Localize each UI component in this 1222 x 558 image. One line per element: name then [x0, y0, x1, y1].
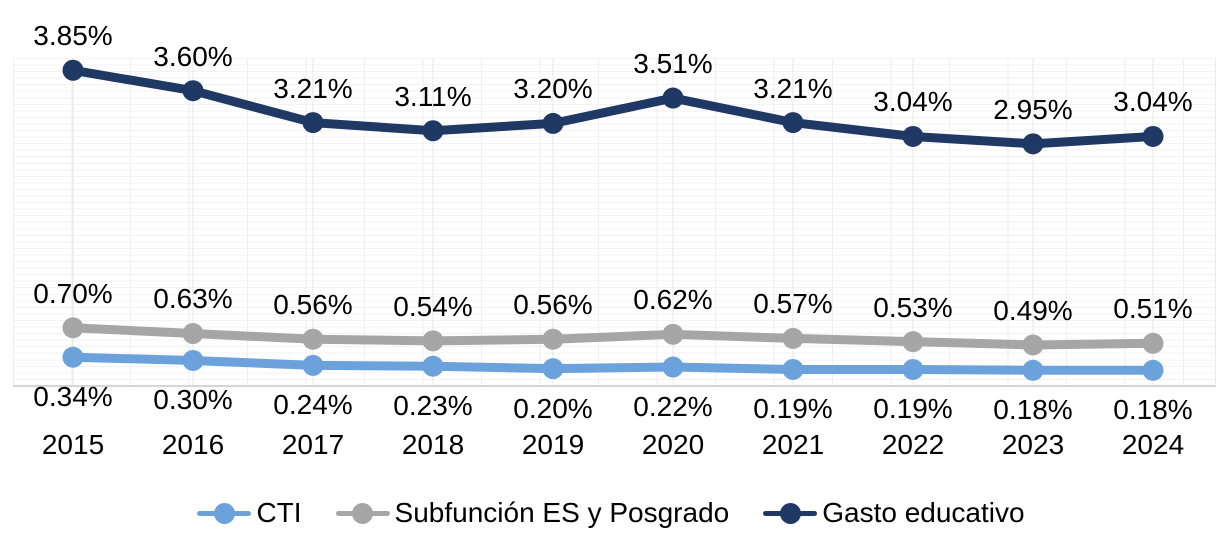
marker-cti-2015 — [62, 346, 84, 368]
legend-item-cti: CTI — [197, 497, 302, 528]
series-line-gasto-educativo — [68, 65, 1158, 149]
data-label-subfuncion-es-y-posgrado-2016: 0.63% — [153, 283, 233, 315]
data-label-cti-2015: 0.34% — [33, 381, 113, 413]
marker-cti-2016 — [182, 349, 204, 371]
x-tick-2019: 2019 — [521, 429, 585, 460]
marker-subfuncion-es-y-posgrado-2022 — [902, 331, 924, 353]
x-tick-2017: 2017 — [281, 429, 345, 460]
marker-subfuncion-es-y-posgrado-2024 — [1142, 332, 1164, 354]
marker-gasto-educativo-2020 — [662, 87, 684, 109]
data-label-cti-2017: 0.24% — [273, 389, 353, 421]
marker-subfuncion-es-y-posgrado-2018 — [422, 330, 444, 352]
data-label-cti-2020: 0.22% — [633, 391, 713, 422]
plot-area: 0.34% 0.30% 0.24% 0.23% 0.20% 0.22% 0.19% 0.19%… — [13, 22, 1216, 424]
data-label-subfuncion-es-y-posgrado-2017: 0.56% — [273, 289, 353, 321]
legend-dot-icon — [779, 502, 801, 524]
data-label-gasto-educativo-2016: 3.60% — [153, 40, 233, 72]
marker-gasto-educativo-2022 — [902, 125, 924, 147]
marker-cti-2018 — [422, 355, 444, 377]
x-tick-2021: 2021 — [761, 429, 825, 460]
legend-label-cti: CTI — [256, 497, 302, 528]
chart-canvas — [62, 58, 1164, 385]
marker-cti-2022 — [902, 358, 924, 380]
marker-subfuncion-es-y-posgrado-2021 — [782, 327, 804, 349]
data-label-gasto-educativo-2023: 2.95% — [993, 93, 1073, 125]
legend-dot-icon — [352, 502, 374, 524]
x-tick-2020: 2020 — [641, 429, 705, 460]
x-tick-2022: 2022 — [881, 429, 945, 460]
marker-gasto-educativo-2015 — [62, 59, 84, 81]
legend-dot-icon — [213, 502, 235, 524]
marker-subfuncion-es-y-posgrado-2015 — [62, 317, 84, 339]
marker-cti-2017 — [302, 354, 324, 376]
data-label-cti-2023: 0.18% — [993, 394, 1073, 426]
data-label-gasto-educativo-2022: 3.04% — [873, 86, 953, 118]
marker-subfuncion-es-y-posgrado-2020 — [662, 323, 684, 345]
data-label-gasto-educativo-2019: 3.20% — [513, 73, 593, 105]
marker-subfuncion-es-y-posgrado-2023 — [1022, 334, 1044, 356]
data-label-cti-2016: 0.30% — [153, 384, 233, 416]
data-label-gasto-educativo-2017: 3.21% — [273, 72, 353, 104]
marker-subfuncion-es-y-posgrado-2019 — [542, 328, 564, 350]
data-label-subfuncion-es-y-posgrado-2021: 0.57% — [753, 288, 833, 320]
legend-label-gasto-educativo: Gasto educativo — [822, 497, 1025, 528]
data-label-gasto-educativo-2018: 3.11% — [394, 80, 472, 112]
marker-cti-2021 — [782, 358, 804, 380]
marker-gasto-educativo-2024 — [1142, 125, 1164, 147]
series-line-cti — [68, 352, 1158, 375]
x-tick-2024: 2024 — [1121, 429, 1185, 460]
data-label-cti-2022: 0.19% — [873, 393, 953, 425]
legend-item-subfuncion-es-y-posgrado: Subfunción ES y Posgrado — [335, 497, 730, 528]
data-label-gasto-educativo-2015: 3.85% — [33, 20, 113, 52]
data-label-gasto-educativo-2021: 3.21% — [753, 72, 833, 104]
legend: CTI Subfunción ES y Posgrado Gasto educati… — [0, 494, 1222, 532]
marker-subfuncion-es-y-posgrado-2017 — [302, 328, 324, 350]
marker-gasto-educativo-2018 — [422, 120, 444, 142]
data-label-gasto-educativo-2020: 3.51% — [633, 48, 713, 80]
legend-marker-icon — [197, 502, 252, 524]
data-label-subfuncion-es-y-posgrado-2022: 0.53% — [873, 291, 953, 323]
data-label-subfuncion-es-y-posgrado-2015: 0.70% — [33, 277, 113, 309]
legend-marker-icon — [763, 502, 818, 524]
marker-cti-2020 — [662, 356, 684, 378]
data-label-subfuncion-es-y-posgrado-2024: 0.51% — [1113, 293, 1193, 325]
marker-gasto-educativo-2019 — [542, 112, 564, 134]
marker-gasto-educativo-2021 — [782, 112, 804, 134]
marker-cti-2023 — [1022, 359, 1044, 381]
data-label-gasto-educativo-2024: 3.04% — [1113, 86, 1193, 118]
legend-item-gasto-educativo: Gasto educativo — [763, 497, 1025, 528]
data-label-cti-2018: 0.23% — [393, 390, 473, 422]
x-tick-2023: 2023 — [1001, 429, 1065, 460]
x-tick-2018: 2018 — [401, 429, 465, 460]
data-label-subfuncion-es-y-posgrado-2019: 0.56% — [513, 289, 593, 321]
marker-gasto-educativo-2023 — [1022, 133, 1044, 155]
data-label-cti-2019: 0.20% — [513, 392, 593, 424]
data-label-subfuncion-es-y-posgrado-2020: 0.62% — [633, 284, 713, 316]
x-tick-2016: 2016 — [161, 429, 225, 460]
marker-cti-2024 — [1142, 359, 1164, 381]
data-label-subfuncion-es-y-posgrado-2018: 0.54% — [393, 290, 473, 322]
marker-subfuncion-es-y-posgrado-2016 — [182, 322, 204, 344]
series-line-subfuncion-es-y-posgrado — [68, 323, 1158, 350]
data-label-cti-2024: 0.18% — [1113, 394, 1193, 426]
x-tick-2015: 2015 — [41, 429, 105, 460]
legend-label-subfuncion-es-y-posgrado: Subfunción ES y Posgrado — [394, 497, 730, 528]
legend-marker-icon — [335, 502, 390, 524]
data-label-cti-2021: 0.19% — [753, 393, 833, 425]
marker-gasto-educativo-2016 — [182, 80, 204, 102]
data-label-subfuncion-es-y-posgrado-2023: 0.49% — [993, 294, 1073, 326]
marker-gasto-educativo-2017 — [302, 112, 324, 134]
marker-cti-2019 — [542, 358, 564, 380]
